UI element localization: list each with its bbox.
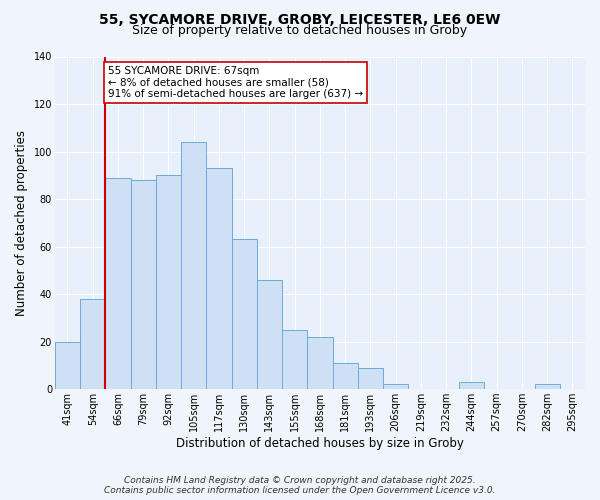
Bar	[55, 342, 80, 389]
Bar	[257, 280, 282, 389]
Text: 55 SYCAMORE DRIVE: 67sqm
← 8% of detached houses are smaller (58)
91% of semi-de: 55 SYCAMORE DRIVE: 67sqm ← 8% of detache…	[108, 66, 363, 99]
Bar	[181, 142, 206, 389]
Text: Contains HM Land Registry data © Crown copyright and database right 2025.
Contai: Contains HM Land Registry data © Crown c…	[104, 476, 496, 495]
Bar	[131, 180, 156, 389]
Y-axis label: Number of detached properties: Number of detached properties	[15, 130, 28, 316]
Text: 55, SYCAMORE DRIVE, GROBY, LEICESTER, LE6 0EW: 55, SYCAMORE DRIVE, GROBY, LEICESTER, LE…	[100, 12, 500, 26]
Bar	[106, 178, 131, 389]
Text: Size of property relative to detached houses in Groby: Size of property relative to detached ho…	[133, 24, 467, 37]
Bar	[206, 168, 232, 389]
Bar	[358, 368, 383, 389]
Bar	[535, 384, 560, 389]
Bar	[459, 382, 484, 389]
Bar	[80, 299, 106, 389]
Bar	[232, 240, 257, 389]
Bar	[156, 176, 181, 389]
X-axis label: Distribution of detached houses by size in Groby: Distribution of detached houses by size …	[176, 437, 464, 450]
Bar	[282, 330, 307, 389]
Bar	[383, 384, 408, 389]
Bar	[307, 337, 332, 389]
Bar	[332, 363, 358, 389]
